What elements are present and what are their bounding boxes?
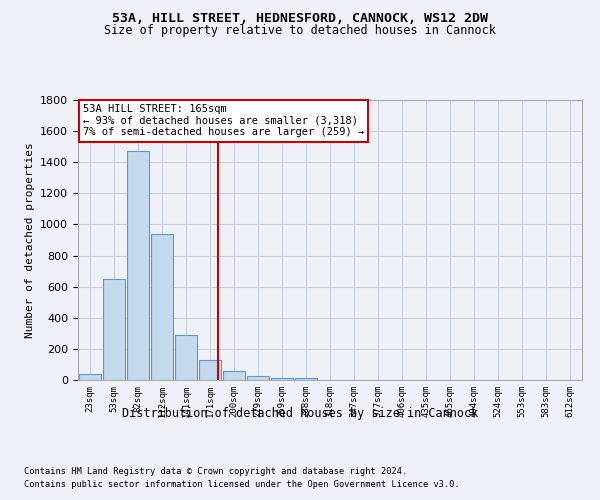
Text: 53A, HILL STREET, HEDNESFORD, CANNOCK, WS12 2DW: 53A, HILL STREET, HEDNESFORD, CANNOCK, W… [112,12,488,26]
Bar [79,374,101,380]
Bar [103,279,125,380]
Bar [247,376,269,380]
Bar [271,378,293,380]
Bar [223,370,245,380]
Text: 53A HILL STREET: 165sqm
← 93% of detached houses are smaller (3,318)
7% of semi-: 53A HILL STREET: 165sqm ← 93% of detache… [83,104,364,138]
Bar [127,152,149,380]
Text: Contains HM Land Registry data © Crown copyright and database right 2024.: Contains HM Land Registry data © Crown c… [24,468,407,476]
Text: Distribution of detached houses by size in Cannock: Distribution of detached houses by size … [122,408,478,420]
Bar [199,360,221,380]
Y-axis label: Number of detached properties: Number of detached properties [25,142,35,338]
Text: Contains public sector information licensed under the Open Government Licence v3: Contains public sector information licen… [24,480,460,489]
Bar [151,234,173,380]
Text: Size of property relative to detached houses in Cannock: Size of property relative to detached ho… [104,24,496,37]
Bar [295,378,317,380]
Bar [175,335,197,380]
